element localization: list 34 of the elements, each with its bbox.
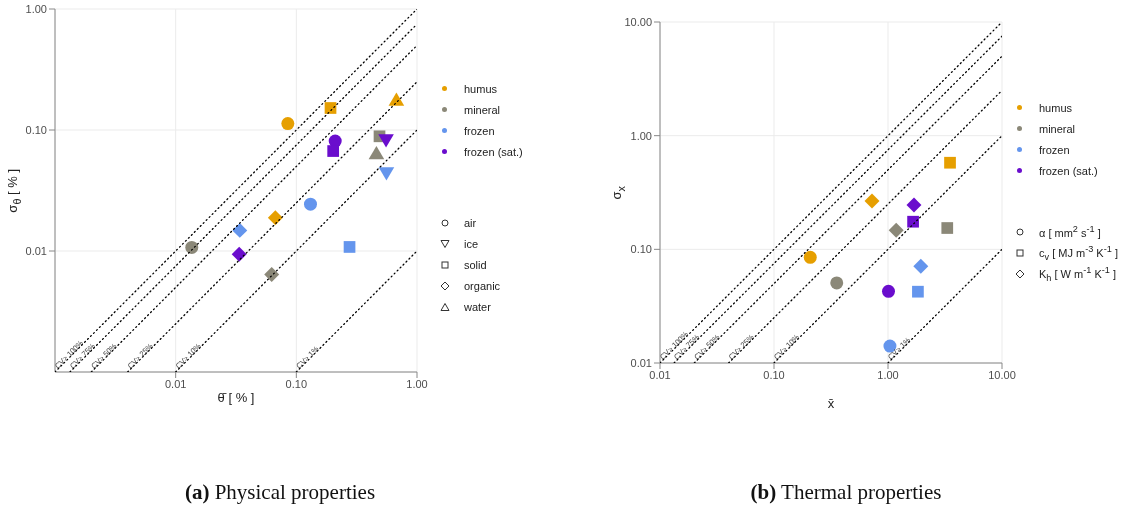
text: ice <box>464 237 479 250</box>
x-tick-label: 0.01 <box>649 368 671 381</box>
x-tick-label: 10.00 <box>988 368 1016 381</box>
x-tick-label: 1.00 <box>877 368 899 381</box>
y-tick-label: 0.10 <box>630 243 652 256</box>
x-tick-label: 0.10 <box>285 377 308 390</box>
x-tick-label: 0.10 <box>763 368 785 381</box>
x-axis-title: x̄ <box>826 396 836 411</box>
text: (b) Thermal properties <box>749 480 943 505</box>
y-tick-label: 1.00 <box>25 2 47 15</box>
y-tick-label: 0.01 <box>630 356 652 369</box>
x-axis-title: θ̄ [ % ] <box>216 390 256 405</box>
y-tick-label: 1.00 <box>630 129 652 142</box>
y-tick-label: 10.00 <box>624 15 652 28</box>
text: c$_{v}$ [ MJ m$^{-3}$ K$^{-1}$ ] <box>1039 243 1118 262</box>
legend-label: frozen (sat.) <box>464 145 523 158</box>
y-tick-label: 0.10 <box>25 123 47 136</box>
text: air <box>464 216 477 229</box>
legend-label: humus <box>1039 101 1073 114</box>
legend-label: humus <box>464 82 498 95</box>
x-tick-label: 1.00 <box>406 377 428 390</box>
text: water <box>464 300 491 313</box>
text: α [ mm$^{2}$ s$^{-1}$ ] <box>1039 224 1101 239</box>
legend-label: frozen <box>464 124 495 137</box>
x-tick-label: 0.01 <box>164 377 187 390</box>
text: solid <box>464 258 487 271</box>
legend-label: frozen (sat.) <box>1039 164 1098 177</box>
legend-label: mineral <box>464 103 501 116</box>
text: (a) Physical properties <box>183 480 377 505</box>
legend-label: frozen <box>1039 143 1070 156</box>
text: K$_{h}$ [ W m$^{-1}$ K$^{-1}$ ] <box>1039 264 1117 283</box>
y-tick-label: 0.01 <box>25 244 47 257</box>
legend-label: mineral <box>1039 122 1076 135</box>
text: organic <box>464 279 501 292</box>
